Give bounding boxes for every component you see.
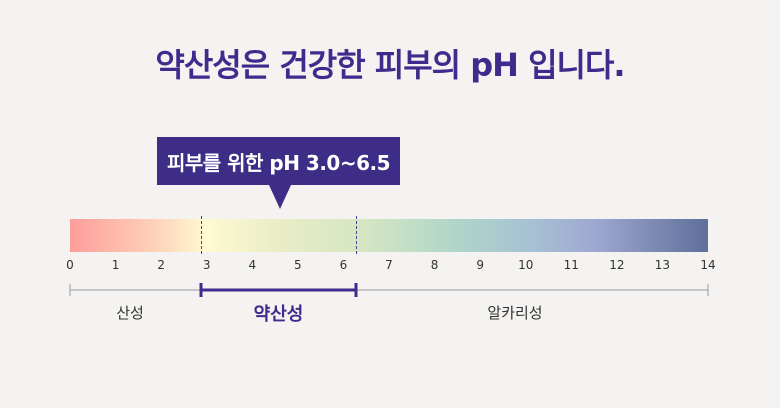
ph-tick-13: 13 [654,258,671,272]
ph-tick-11: 11 [563,258,579,272]
ph-tick-0: 0 [66,258,74,272]
ph-tick-6: 6 [339,258,348,272]
ph-tick-10: 10 [518,258,534,272]
range-label-alkaline: 알카리성 [487,304,543,322]
skin-ph-callout: 피부를 위한 pH 3.0~6.5 [157,137,400,185]
ph-tick-12: 12 [609,258,625,272]
range-label-acidic: 산성 [116,304,144,322]
ph-tick-2: 2 [157,258,165,272]
ph-tick-8: 8 [430,258,439,272]
callout-pointer [269,185,291,209]
ph-tick-1: 1 [111,258,120,272]
ph-tick-7: 7 [385,258,393,272]
divider-start [201,216,202,254]
page-title: 약산성은 건강한 피부의 pH 입니다. [155,46,625,84]
ph-tick-4: 4 [248,258,257,272]
range-label-weak-acidic: 약산성 [253,304,304,325]
ph-tick-3: 3 [202,258,211,272]
divider-end [356,216,357,254]
ph-tick-9: 9 [476,258,484,272]
ph-tick-5: 5 [294,258,302,272]
ph-gradient-bar [70,219,708,252]
ph-tick-14: 14 [700,258,716,272]
